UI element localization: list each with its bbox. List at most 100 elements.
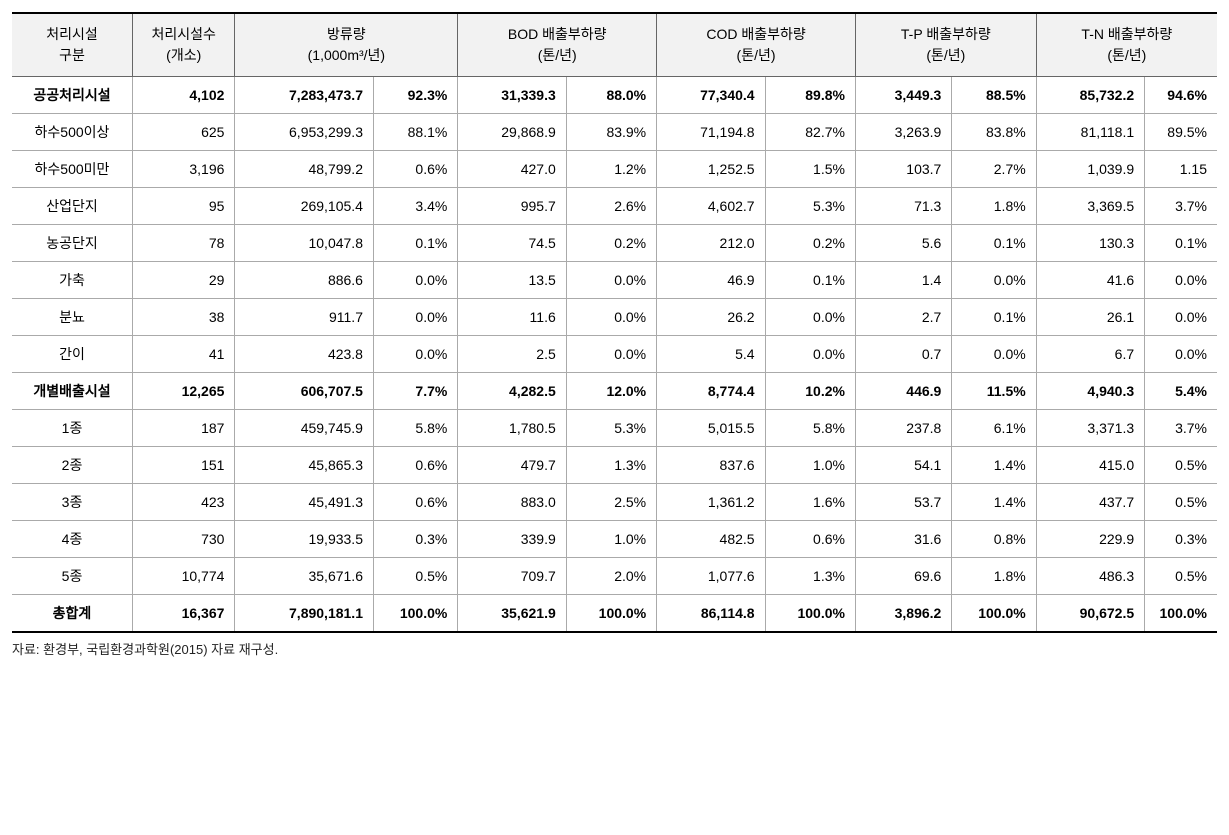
cell-cod_v: 77,340.4 [657, 77, 765, 114]
cell-tn_p: 0.1% [1145, 225, 1217, 262]
cell-dis_v: 606,707.5 [235, 373, 374, 410]
table-row: 간이41423.80.0%2.50.0%5.40.0%0.70.0%6.70.0… [12, 336, 1217, 373]
cell-dis_p: 0.5% [373, 558, 457, 595]
table-row: 가축29886.60.0%13.50.0%46.90.1%1.40.0%41.6… [12, 262, 1217, 299]
cell-bod_p: 2.0% [566, 558, 656, 595]
cell-bod_v: 339.9 [458, 521, 566, 558]
table-row: 1종187459,745.95.8%1,780.55.3%5,015.55.8%… [12, 410, 1217, 447]
cell-cod_p: 5.3% [765, 188, 855, 225]
cell-tn_p: 5.4% [1145, 373, 1217, 410]
cell-dis_p: 3.4% [373, 188, 457, 225]
row-label: 하수500이상 [12, 114, 133, 151]
cell-count: 12,265 [133, 373, 235, 410]
cell-count: 95 [133, 188, 235, 225]
cell-tn_p: 3.7% [1145, 188, 1217, 225]
cell-bod_v: 4,282.5 [458, 373, 566, 410]
cell-dis_p: 7.7% [373, 373, 457, 410]
cell-bod_v: 1,780.5 [458, 410, 566, 447]
cell-cod_p: 0.2% [765, 225, 855, 262]
cell-bod_p: 88.0% [566, 77, 656, 114]
table-row: 2종15145,865.30.6%479.71.3%837.61.0%54.11… [12, 447, 1217, 484]
cell-tp_v: 69.6 [855, 558, 951, 595]
cell-bod_v: 11.6 [458, 299, 566, 336]
cell-tn_p: 89.5% [1145, 114, 1217, 151]
cell-dis_v: 10,047.8 [235, 225, 374, 262]
cell-dis_v: 269,105.4 [235, 188, 374, 225]
cell-count: 4,102 [133, 77, 235, 114]
cell-dis_p: 5.8% [373, 410, 457, 447]
cell-tn_v: 229.9 [1036, 521, 1144, 558]
header-facility-count: 처리시설수(개소) [133, 13, 235, 77]
row-label: 개별배출시설 [12, 373, 133, 410]
cell-tp_v: 71.3 [855, 188, 951, 225]
table-row: 5종10,77435,671.60.5%709.72.0%1,077.61.3%… [12, 558, 1217, 595]
cell-tp_p: 1.8% [952, 558, 1036, 595]
cell-cod_v: 71,194.8 [657, 114, 765, 151]
cell-cod_p: 1.0% [765, 447, 855, 484]
cell-dis_p: 0.3% [373, 521, 457, 558]
cell-count: 3,196 [133, 151, 235, 188]
cell-tp_v: 1.4 [855, 262, 951, 299]
cell-tn_p: 0.0% [1145, 336, 1217, 373]
cell-tn_p: 0.5% [1145, 558, 1217, 595]
cell-cod_v: 46.9 [657, 262, 765, 299]
row-label: 간이 [12, 336, 133, 373]
cell-bod_p: 5.3% [566, 410, 656, 447]
cell-tp_v: 3,896.2 [855, 595, 951, 633]
cell-tn_p: 100.0% [1145, 595, 1217, 633]
row-label: 농공단지 [12, 225, 133, 262]
cell-dis_p: 0.0% [373, 299, 457, 336]
cell-cod_v: 212.0 [657, 225, 765, 262]
cell-bod_p: 100.0% [566, 595, 656, 633]
header-facility-type: 처리시설구분 [12, 13, 133, 77]
cell-cod_v: 837.6 [657, 447, 765, 484]
cell-bod_p: 0.2% [566, 225, 656, 262]
cell-bod_v: 31,339.3 [458, 77, 566, 114]
cell-bod_p: 2.6% [566, 188, 656, 225]
cell-tn_v: 26.1 [1036, 299, 1144, 336]
cell-tp_p: 0.1% [952, 225, 1036, 262]
cell-dis_v: 7,890,181.1 [235, 595, 374, 633]
cell-tp_p: 100.0% [952, 595, 1036, 633]
cell-cod_p: 0.1% [765, 262, 855, 299]
discharge-load-table: 처리시설구분 처리시설수(개소) 방류량(1,000m³/년) BOD 배출부하… [12, 12, 1217, 633]
row-label: 5종 [12, 558, 133, 595]
cell-dis_p: 88.1% [373, 114, 457, 151]
cell-count: 187 [133, 410, 235, 447]
cell-bod_p: 12.0% [566, 373, 656, 410]
cell-cod_p: 0.6% [765, 521, 855, 558]
cell-tp_p: 1.4% [952, 484, 1036, 521]
row-label: 가축 [12, 262, 133, 299]
cell-cod_p: 1.3% [765, 558, 855, 595]
cell-dis_p: 0.6% [373, 151, 457, 188]
cell-bod_p: 1.2% [566, 151, 656, 188]
cell-tn_v: 41.6 [1036, 262, 1144, 299]
cell-tp_v: 446.9 [855, 373, 951, 410]
row-label: 하수500미만 [12, 151, 133, 188]
cell-bod_v: 709.7 [458, 558, 566, 595]
cell-tp_p: 88.5% [952, 77, 1036, 114]
cell-tp_p: 83.8% [952, 114, 1036, 151]
cell-dis_v: 6,953,299.3 [235, 114, 374, 151]
cell-tn_v: 3,369.5 [1036, 188, 1144, 225]
header-tn: T-N 배출부하량(톤/년) [1036, 13, 1217, 77]
cell-count: 151 [133, 447, 235, 484]
row-label: 1종 [12, 410, 133, 447]
cell-dis_p: 0.6% [373, 447, 457, 484]
cell-tn_p: 0.5% [1145, 447, 1217, 484]
source-note: 자료: 환경부, 국립환경과학원(2015) 자료 재구성. [12, 639, 1217, 658]
cell-dis_v: 423.8 [235, 336, 374, 373]
cell-tp_v: 237.8 [855, 410, 951, 447]
cell-cod_p: 0.0% [765, 299, 855, 336]
cell-bod_v: 883.0 [458, 484, 566, 521]
cell-tn_v: 437.7 [1036, 484, 1144, 521]
cell-dis_v: 45,865.3 [235, 447, 374, 484]
cell-tp_p: 11.5% [952, 373, 1036, 410]
cell-dis_v: 45,491.3 [235, 484, 374, 521]
row-label: 분뇨 [12, 299, 133, 336]
cell-tp_v: 53.7 [855, 484, 951, 521]
cell-cod_p: 10.2% [765, 373, 855, 410]
table-row: 공공처리시설4,1027,283,473.792.3%31,339.388.0%… [12, 77, 1217, 114]
cell-tp_v: 54.1 [855, 447, 951, 484]
cell-tp_p: 0.8% [952, 521, 1036, 558]
